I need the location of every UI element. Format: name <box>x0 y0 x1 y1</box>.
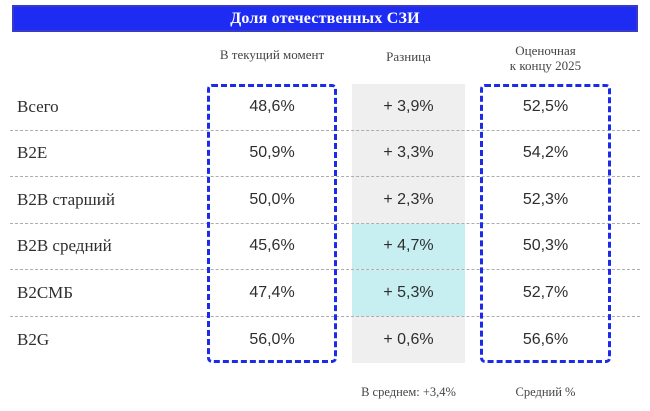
diff-cell: + 0,6% <box>383 330 434 348</box>
estimate-cell: 52,7% <box>522 283 569 301</box>
estimate-average-note: Средний % <box>515 385 576 399</box>
table-row: B2E 50,9% + 3,3% 54,2% <box>10 131 640 177</box>
row-label: B2E <box>17 143 48 163</box>
row-label: B2G <box>17 329 50 349</box>
title-bar: Доля отечественных СЗИ <box>12 5 638 32</box>
diff-cell: + 5,3% <box>352 270 465 316</box>
table-row: B2B средний 45,6% + 4,7% 50,3% <box>10 223 640 270</box>
page-title: Доля отечественных СЗИ <box>230 9 420 27</box>
current-cell: 56,0% <box>249 330 295 348</box>
column-header-diff: Разница <box>386 49 431 64</box>
table-row: B2B старший 50,0% + 2,3% 52,3% <box>10 177 640 224</box>
column-header-current: В текущий момент <box>219 47 325 62</box>
current-cell: 45,6% <box>249 237 295 255</box>
row-label: B2СМБ <box>17 282 74 302</box>
diff-cell: + 2,3% <box>383 190 434 208</box>
estimate-cell: 56,6% <box>522 330 569 348</box>
column-header-estimate-line2: к концу 2025 <box>509 57 582 73</box>
estimate-cell: 54,2% <box>522 144 569 162</box>
estimate-cell: 52,5% <box>522 97 569 115</box>
current-cell: 47,4% <box>249 283 295 301</box>
table-row: B2G 56,0% + 0,6% 56,6% <box>10 317 640 364</box>
current-cell: 48,6% <box>249 97 295 115</box>
diff-average-note: В среднем: +3,4% <box>361 385 456 399</box>
table-row: Всего 48,6% + 3,9% 52,5% <box>10 84 640 131</box>
diff-cell: + 3,9% <box>383 97 434 115</box>
estimate-cell: 50,3% <box>522 237 569 255</box>
row-label: Всего <box>17 96 59 116</box>
row-label: B2B старший <box>17 189 115 209</box>
table-row: B2СМБ 47,4% + 5,3% 52,7% <box>10 270 640 317</box>
row-label: B2B средний <box>17 236 112 256</box>
column-header-estimate: Оценочная к концу 2025 <box>480 43 611 73</box>
estimate-cell: 52,3% <box>522 190 569 208</box>
current-cell: 50,9% <box>249 144 295 162</box>
current-cell: 50,0% <box>249 190 295 208</box>
diff-cell: + 3,3% <box>383 144 434 162</box>
diff-cell: + 4,7% <box>352 223 465 269</box>
column-header-estimate-line1: Оценочная <box>515 43 576 58</box>
table-body: Всего 48,6% + 3,9% 52,5% B2E 50,9% + 3,3… <box>10 84 640 363</box>
